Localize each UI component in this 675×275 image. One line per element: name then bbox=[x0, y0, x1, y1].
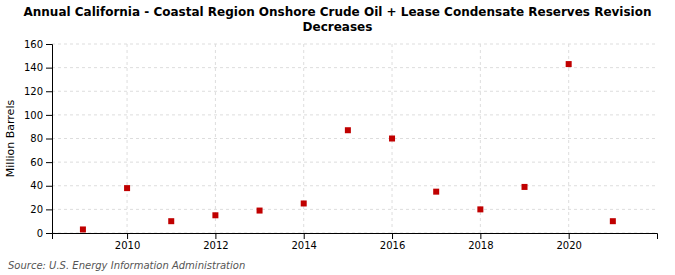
x-tick: 2016 bbox=[380, 233, 405, 251]
point bbox=[80, 226, 86, 232]
x-tick-label: 2020 bbox=[556, 240, 581, 251]
y-axis-line bbox=[46, 45, 53, 234]
grid-line-y bbox=[52, 162, 657, 163]
y-tick: 160 bbox=[24, 39, 52, 50]
y-tick: 20 bbox=[30, 204, 52, 215]
y-tick-label: 100 bbox=[24, 110, 43, 121]
point bbox=[522, 184, 528, 190]
x-tick-mark bbox=[127, 233, 128, 239]
x-tick-label: 2012 bbox=[203, 240, 228, 251]
x-axis-line bbox=[53, 234, 658, 240]
y-tick: 60 bbox=[30, 157, 52, 168]
x-tick-mark bbox=[304, 233, 305, 239]
y-tick-label: 20 bbox=[30, 204, 43, 215]
y-tick-mark bbox=[46, 186, 52, 187]
grid-line-y bbox=[52, 67, 657, 68]
y-tick-label: 120 bbox=[24, 86, 43, 97]
x-tick-mark bbox=[392, 233, 393, 239]
y-tick-mark bbox=[46, 115, 52, 116]
point bbox=[168, 218, 174, 224]
y-tick-mark bbox=[46, 68, 52, 69]
x-tick: 2010 bbox=[115, 233, 140, 251]
source-note: Source: U.S. Energy Information Administ… bbox=[8, 260, 245, 271]
x-tick: 2012 bbox=[203, 233, 228, 251]
grid-line-y bbox=[52, 91, 657, 92]
y-tick-mark bbox=[46, 209, 52, 210]
y-tick: 0 bbox=[37, 228, 52, 239]
y-tick-mark bbox=[46, 139, 52, 140]
y-tick: 100 bbox=[24, 110, 52, 121]
y-tick-mark bbox=[46, 44, 52, 45]
x-tick: 2018 bbox=[468, 233, 493, 251]
y-tick: 80 bbox=[30, 133, 52, 144]
grid-line-x bbox=[568, 44, 569, 233]
point bbox=[212, 212, 218, 218]
x-tick-label: 2014 bbox=[291, 240, 316, 251]
x-tick-mark bbox=[480, 233, 481, 239]
grid-line-x bbox=[480, 44, 481, 233]
point bbox=[389, 136, 395, 142]
grid-line-x bbox=[127, 44, 128, 233]
y-tick: 120 bbox=[24, 86, 52, 97]
y-tick-mark bbox=[46, 162, 52, 163]
point bbox=[301, 200, 307, 206]
y-tick-label: 80 bbox=[30, 133, 43, 144]
point bbox=[610, 218, 616, 224]
point bbox=[257, 208, 263, 214]
grid-line-y bbox=[52, 114, 657, 115]
points bbox=[80, 61, 616, 232]
point bbox=[433, 189, 439, 195]
y-tick: 140 bbox=[24, 62, 52, 73]
y-tick-label: 40 bbox=[30, 180, 43, 191]
x-axis: 2010 2012 2014 2016 2018 2020 bbox=[53, 233, 658, 251]
x-tick: 2020 bbox=[556, 233, 581, 251]
y-tick-label: 60 bbox=[30, 157, 43, 168]
grid-line-x bbox=[215, 44, 216, 233]
grid-line-y bbox=[52, 185, 657, 186]
y-tick: 40 bbox=[30, 180, 52, 191]
y-axis-title: Million Barrels bbox=[4, 100, 17, 178]
point bbox=[566, 61, 572, 67]
title: Annual California - Coastal Region Onsho… bbox=[23, 5, 651, 34]
y-tick-label: 0 bbox=[37, 228, 43, 239]
y-tick-mark bbox=[46, 91, 52, 92]
x-tick: 2014 bbox=[291, 233, 316, 251]
y-tick-label: 160 bbox=[24, 39, 43, 50]
x-tick-label: 2016 bbox=[380, 240, 405, 251]
x-tick-label: 2018 bbox=[468, 240, 493, 251]
grid-line-y bbox=[52, 209, 657, 210]
grid-line-y bbox=[52, 138, 657, 139]
x-tick-mark bbox=[569, 233, 570, 239]
grid-line-y bbox=[52, 44, 657, 45]
point bbox=[477, 206, 483, 212]
y-tick-label: 140 bbox=[24, 62, 43, 73]
point bbox=[124, 185, 130, 191]
plot-area: 2010 2012 2014 2016 2018 2020 0 20 40 60 80 100 120 1… bbox=[24, 39, 658, 251]
y-axis: 0 20 40 60 80 100 120 140 160 bbox=[24, 39, 53, 239]
y-tick-mark bbox=[46, 233, 52, 234]
point bbox=[345, 127, 351, 133]
grid bbox=[52, 44, 657, 233]
x-tick-mark bbox=[215, 233, 216, 239]
x-tick-label: 2010 bbox=[115, 240, 140, 251]
chart: Annual California - Coastal Region Onsho… bbox=[0, 0, 675, 275]
